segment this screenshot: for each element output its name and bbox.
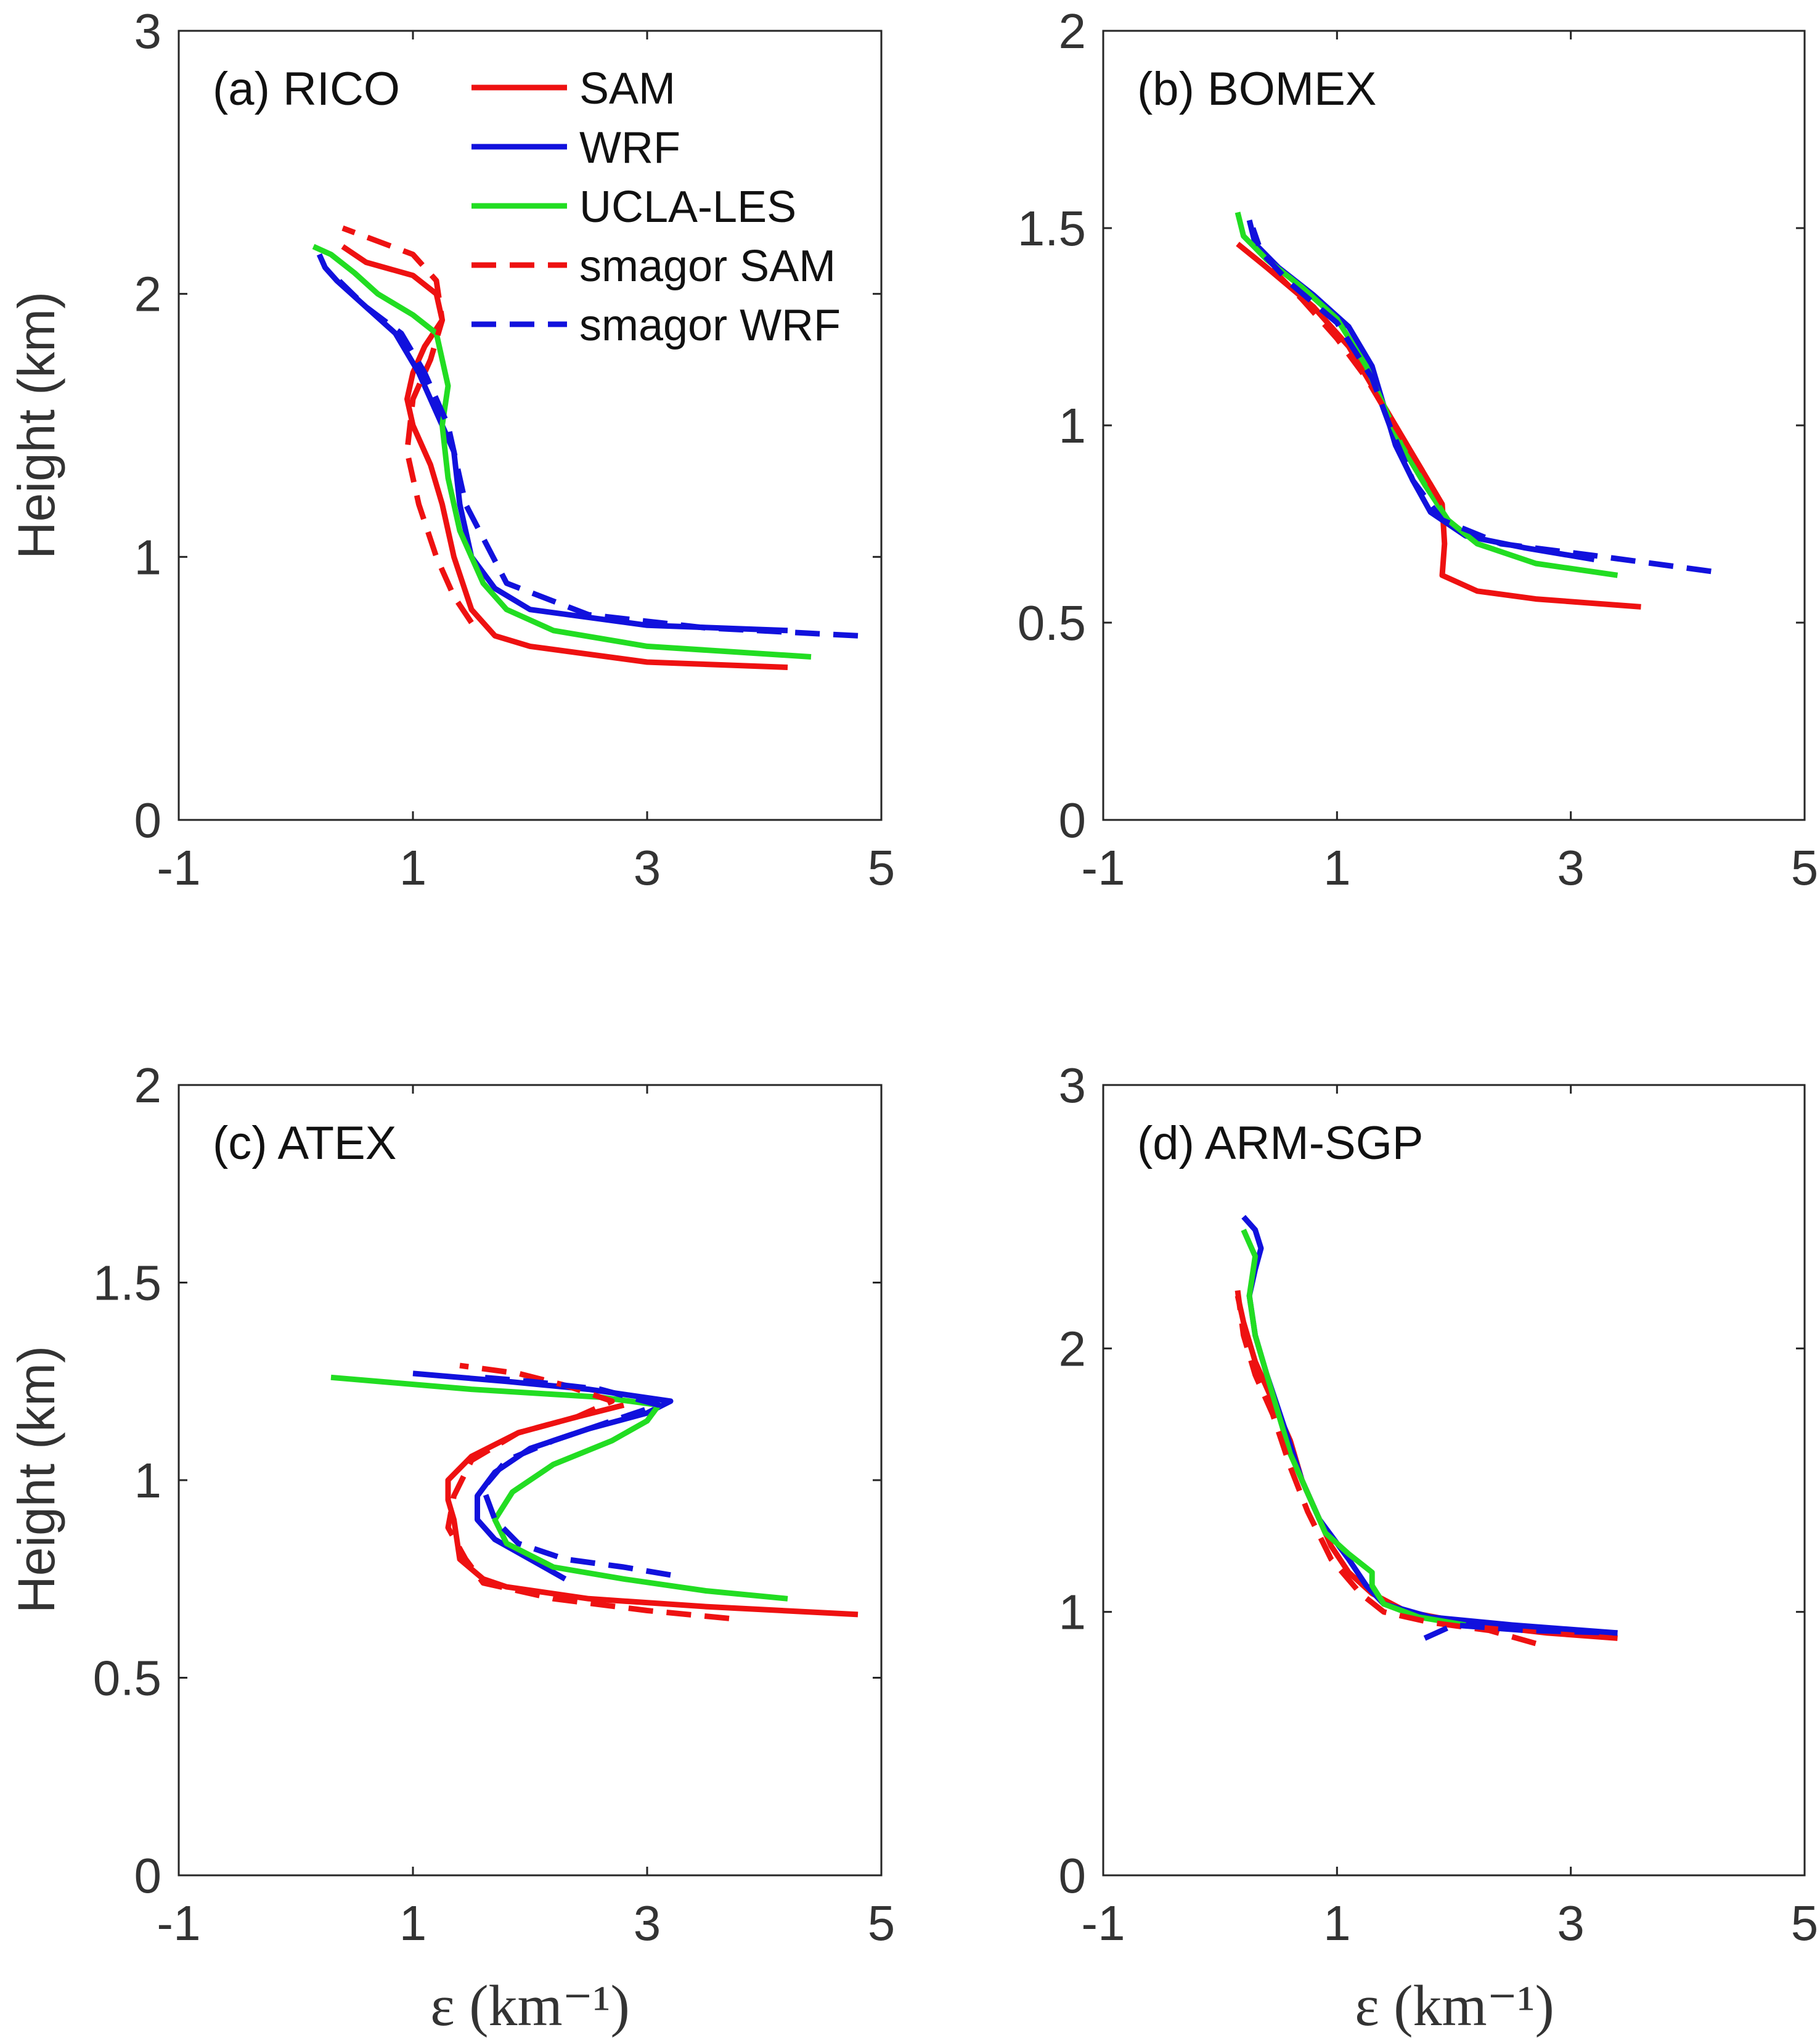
plot-frame	[1102, 30, 1806, 821]
x-tick-label: 3	[1557, 840, 1585, 895]
series-line-smagor-wrf	[480, 1374, 671, 1578]
x-tick-label: -1	[1081, 1896, 1125, 1951]
series-line-ucla-les	[330, 1374, 788, 1602]
legend-label: UCLA-LES	[579, 182, 796, 232]
y-tick-label: 0	[134, 1848, 162, 1903]
panel-c: -1 1 3 5 0 0.5 1 1.5 2 (c) ATEX Height (km) ε (k…	[7, 1058, 895, 2038]
ticks: -1 1 3 5 0 0.5 1 1.5 2	[93, 1058, 895, 1951]
ticks: -1 1 3 5 0 1 2 3	[134, 4, 896, 895]
series-layer	[1234, 1214, 1618, 1647]
x-tick-label: -1	[157, 840, 200, 895]
x-tick-label: 5	[868, 1896, 896, 1951]
panel-d: -1 1 3 5 0 1 2 3 (d) ARM-SGP ε (km⁻¹)	[1059, 1058, 1819, 2038]
x-axis-label: ε (km⁻¹)	[1355, 1974, 1554, 2038]
plot-frame	[1102, 1084, 1806, 1877]
x-tick-label: -1	[157, 1896, 200, 1951]
plot-frame	[178, 30, 883, 821]
x-tick-label: 1	[1323, 1896, 1351, 1951]
series-line-wrf	[1241, 1214, 1618, 1636]
series-layer	[330, 1362, 859, 1621]
ticks: -1 1 3 5 0 1 2 3	[1059, 1058, 1819, 1951]
legend: SAM WRF UCLA-LES smagor SAM smagor WRF	[471, 64, 841, 350]
x-tick-label: 1	[399, 1896, 427, 1951]
y-tick-label: 2	[134, 1058, 162, 1113]
y-tick-label: 2	[1059, 4, 1087, 59]
y-tick-label: 0	[1059, 1848, 1087, 1903]
legend-label: smagor WRF	[579, 301, 841, 350]
x-tick-label: 1	[1323, 840, 1351, 895]
legend-label: smagor SAM	[579, 242, 836, 291]
panel-title: (b) BOMEX	[1137, 63, 1377, 115]
y-axis-label: Height (km)	[7, 292, 65, 559]
y-tick-label: 3	[134, 4, 162, 59]
y-tick-label: 2	[1059, 1321, 1087, 1376]
ticks: -1 1 3 5 0 0.5 1 1.5 2	[1018, 4, 1818, 895]
series-line-smagor-sam	[341, 225, 474, 624]
x-axis-label: ε (km⁻¹)	[430, 1974, 630, 2038]
panel-b: -1 1 3 5 0 0.5 1 1.5 2 (b) BOMEX	[1018, 4, 1818, 895]
y-tick-label: 1	[1059, 398, 1087, 453]
y-tick-label: 0	[1059, 793, 1087, 848]
y-tick-label: 1.5	[93, 1256, 161, 1311]
series-line-wrf	[1246, 219, 1595, 563]
legend-item-smagor-wrf: smagor WRF	[471, 301, 841, 350]
y-tick-label: 1	[1059, 1585, 1087, 1640]
x-tick-label: 3	[1557, 1896, 1585, 1951]
legend-item-sam: SAM	[471, 64, 675, 113]
series-line-smagor-wrf	[1250, 227, 1712, 575]
legend-item-wrf: WRF	[471, 123, 680, 173]
series-line-smagor-sam	[1265, 261, 1445, 506]
legend-label: WRF	[579, 123, 680, 173]
x-tick-label: 3	[634, 840, 661, 895]
panel-title: (a) RICO	[213, 63, 400, 115]
series-line-ucla-les	[312, 244, 812, 660]
y-tick-label: 0.5	[93, 1651, 161, 1706]
x-tick-label: -1	[1081, 840, 1125, 895]
x-tick-label: 5	[1791, 1896, 1819, 1951]
series-layer	[1234, 211, 1712, 610]
series-line-sam	[341, 244, 788, 670]
panel-title: (c) ATEX	[213, 1117, 396, 1169]
y-tick-label: 0.5	[1018, 596, 1086, 650]
x-tick-label: 1	[399, 840, 427, 895]
x-tick-label: 5	[868, 840, 896, 895]
legend-item-ucla-les: UCLA-LES	[471, 182, 796, 232]
y-tick-label: 3	[1059, 1058, 1087, 1113]
x-tick-label: 3	[634, 1896, 661, 1951]
y-tick-label: 0	[134, 793, 162, 848]
series-line-smagor-wrf	[1423, 1622, 1618, 1641]
y-tick-label: 1	[134, 530, 162, 584]
legend-item-smagor-sam: smagor SAM	[471, 242, 836, 291]
panel-a: -1 1 3 5 0 1 2 3 (a) RICO Height (km) SAM WRF U…	[7, 4, 895, 895]
series-line-smagor-wrf	[328, 271, 859, 639]
legend-label: SAM	[579, 64, 675, 113]
series-line-smagor-sam	[1234, 1290, 1537, 1647]
y-tick-label: 1.5	[1018, 201, 1086, 256]
panel-title: (d) ARM-SGP	[1137, 1117, 1424, 1169]
y-tick-label: 2	[134, 267, 162, 322]
y-tick-label: 1	[134, 1453, 162, 1508]
series-layer	[312, 225, 859, 670]
y-axis-label: Height (km)	[7, 1346, 65, 1613]
series-line-ucla-les	[1241, 1229, 1466, 1628]
series-line-ucla-les	[1234, 211, 1618, 578]
x-tick-label: 5	[1791, 840, 1819, 895]
